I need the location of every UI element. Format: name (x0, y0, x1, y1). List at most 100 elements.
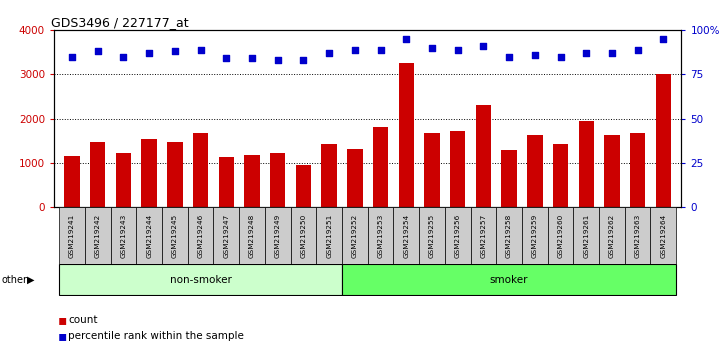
Bar (347, 149, 363, 207)
Bar (445, 207, 471, 264)
Bar (527, 135, 542, 207)
Text: GSM219258: GSM219258 (506, 213, 512, 258)
Bar (218, 157, 234, 207)
Bar (471, 207, 496, 264)
Bar (655, 74, 671, 207)
Bar (296, 165, 311, 207)
Bar (476, 105, 491, 207)
Bar (116, 153, 131, 207)
Text: GSM219248: GSM219248 (249, 213, 255, 258)
Text: GDS3496 / 227177_at: GDS3496 / 227177_at (51, 16, 189, 29)
Text: GSM219244: GSM219244 (146, 213, 152, 258)
Text: GSM219251: GSM219251 (326, 213, 332, 258)
Point (195, 47, 206, 52)
Bar (239, 207, 265, 264)
Bar (85, 207, 110, 264)
Text: other: other (1, 275, 27, 285)
Bar (496, 207, 522, 264)
Bar (424, 133, 440, 207)
Bar (317, 207, 342, 264)
Point (503, 54, 515, 59)
Point (477, 43, 489, 49)
Bar (59, 207, 85, 264)
Text: GSM219255: GSM219255 (429, 213, 435, 258)
Bar (270, 153, 286, 207)
Text: GSM219257: GSM219257 (480, 213, 487, 258)
Bar (578, 121, 594, 207)
Bar (141, 139, 157, 207)
Text: GSM219252: GSM219252 (352, 213, 358, 258)
Text: GSM219259: GSM219259 (532, 213, 538, 258)
Text: GSM219261: GSM219261 (583, 213, 589, 258)
Bar (450, 131, 465, 207)
Text: smoker: smoker (490, 275, 528, 285)
Point (580, 50, 592, 56)
Text: GSM219253: GSM219253 (378, 213, 384, 258)
Bar (90, 142, 105, 207)
Text: GSM219250: GSM219250 (301, 213, 306, 258)
Point (169, 48, 181, 54)
Point (400, 36, 412, 42)
Bar (193, 133, 208, 207)
Text: GSM219241: GSM219241 (69, 213, 75, 258)
Text: GSM219264: GSM219264 (660, 213, 666, 258)
Text: ▪: ▪ (58, 329, 67, 343)
Point (529, 52, 541, 58)
Bar (548, 207, 573, 264)
Point (247, 56, 258, 61)
Bar (342, 207, 368, 264)
Bar (399, 63, 414, 207)
Bar (162, 207, 187, 264)
Point (375, 47, 386, 52)
Text: ▶: ▶ (27, 275, 35, 285)
Point (143, 50, 155, 56)
Bar (244, 155, 260, 207)
Bar (59, 264, 342, 295)
Bar (522, 207, 548, 264)
Text: GSM219262: GSM219262 (609, 213, 615, 258)
Bar (322, 144, 337, 207)
Bar (553, 144, 568, 207)
Bar (213, 207, 239, 264)
Text: non-smoker: non-smoker (169, 275, 231, 285)
Bar (625, 207, 650, 264)
Point (606, 50, 618, 56)
Text: GSM219254: GSM219254 (403, 213, 410, 258)
Point (426, 45, 438, 51)
Text: GSM219243: GSM219243 (120, 213, 126, 258)
Point (272, 57, 283, 63)
Point (658, 36, 669, 42)
Point (632, 47, 643, 52)
Bar (419, 207, 445, 264)
Text: count: count (68, 315, 98, 325)
Point (118, 54, 129, 59)
Bar (167, 143, 182, 207)
Text: GSM219263: GSM219263 (634, 213, 641, 258)
Bar (573, 207, 599, 264)
Point (452, 47, 464, 52)
Bar (368, 207, 394, 264)
Point (349, 47, 360, 52)
Bar (501, 149, 517, 207)
Bar (265, 207, 291, 264)
Bar (110, 207, 136, 264)
Bar (630, 133, 645, 207)
Bar (342, 264, 676, 295)
Bar (650, 207, 676, 264)
Text: GSM219249: GSM219249 (275, 213, 280, 258)
Bar (599, 207, 625, 264)
Point (554, 54, 566, 59)
Text: ▪: ▪ (58, 313, 67, 327)
Point (324, 50, 335, 56)
Bar (394, 207, 419, 264)
Bar (136, 207, 162, 264)
Text: percentile rank within the sample: percentile rank within the sample (68, 331, 244, 341)
Bar (64, 156, 80, 207)
Text: GSM219256: GSM219256 (455, 213, 461, 258)
Text: GSM219246: GSM219246 (198, 213, 203, 258)
Text: GSM219260: GSM219260 (557, 213, 564, 258)
Point (92, 48, 104, 54)
Text: GSM219247: GSM219247 (224, 213, 229, 258)
Point (221, 56, 232, 61)
Text: GSM219245: GSM219245 (172, 213, 178, 258)
